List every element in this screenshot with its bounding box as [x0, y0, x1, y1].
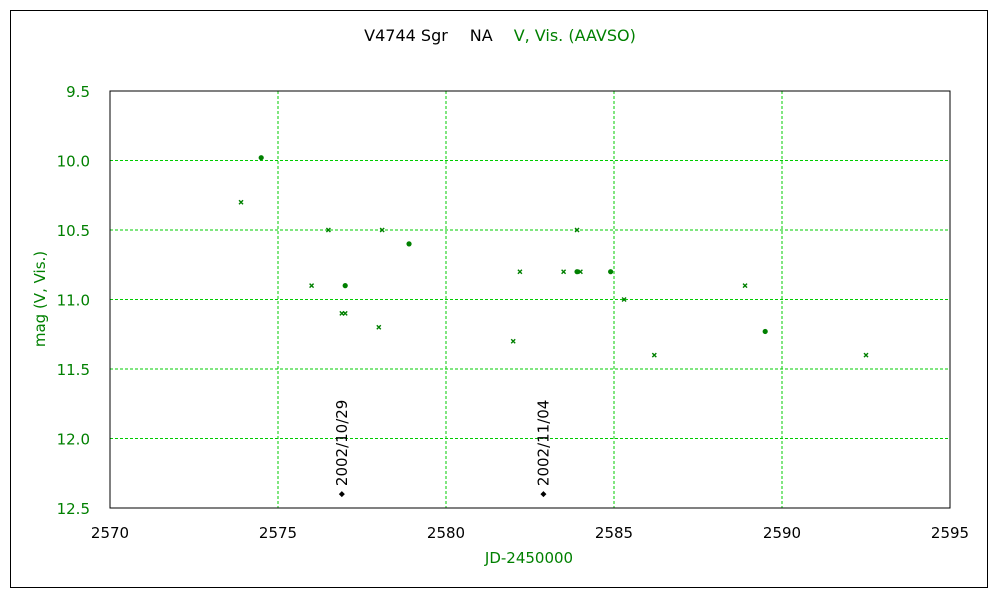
y-tick-label: 12.5 [57, 500, 90, 518]
title-part: V4744 Sgr [364, 26, 448, 45]
y-tick-label: 12.0 [57, 431, 90, 449]
x-axis: 2570 2575 2580 2585 2590 2595 [91, 524, 969, 542]
y-axis: 9.5 10.0 10.5 11.0 11.5 12.0 12.5 [57, 83, 90, 518]
plot-area [109, 90, 951, 509]
chart-frame [10, 10, 988, 588]
data-point-dot [762, 328, 768, 335]
data-point-dot [406, 241, 412, 247]
data-point-cross [577, 269, 583, 275]
data-points [238, 155, 869, 358]
data-point-dot [258, 155, 264, 161]
x-tick-label: 2580 [427, 524, 465, 542]
date-marker [540, 491, 547, 498]
data-point-cross [342, 310, 348, 316]
data-point-cross [574, 227, 580, 233]
data-point-dot [342, 283, 348, 289]
y-tick-label: 10.5 [57, 222, 90, 240]
y-tick-label: 10.0 [57, 153, 90, 171]
title-part: NA [470, 26, 493, 45]
x-axis-label: JD-2450000 [484, 549, 573, 567]
data-point-cross [863, 352, 869, 358]
y-tick-label: 11.0 [57, 292, 90, 310]
data-point-cross [651, 352, 657, 358]
y-tick-label: 11.5 [57, 361, 90, 379]
chart-title: V4744 Sgr NA V, Vis. (AAVSO) [364, 26, 636, 45]
data-point-cross [309, 283, 315, 289]
x-tick-label: 2585 [595, 524, 633, 542]
y-axis-label: mag (V, Vis.) [31, 251, 49, 347]
data-point-dot [608, 269, 614, 275]
data-point-cross [238, 199, 244, 205]
data-point-cross [742, 283, 748, 289]
title-part: V, Vis. (AAVSO) [514, 26, 636, 45]
grid-lines [110, 91, 950, 508]
data-point-cross [325, 227, 331, 233]
data-point-cross [621, 297, 627, 302]
data-point-cross [510, 338, 516, 344]
x-tick-label: 2590 [763, 524, 801, 542]
x-tick-label: 2570 [91, 524, 129, 542]
annotations: 2002/10/29 2002/11/04 [333, 400, 552, 498]
date-marker [338, 491, 345, 498]
x-tick-label: 2595 [931, 524, 969, 542]
x-tick-label: 2575 [259, 524, 297, 542]
data-point-cross [376, 324, 382, 330]
date-annotation: 2002/11/04 [534, 400, 552, 486]
data-point-cross [517, 269, 523, 275]
date-annotation: 2002/10/29 [333, 400, 351, 486]
data-point-cross [379, 227, 385, 233]
y-tick-label: 9.5 [66, 83, 90, 101]
data-point-cross [561, 269, 567, 275]
